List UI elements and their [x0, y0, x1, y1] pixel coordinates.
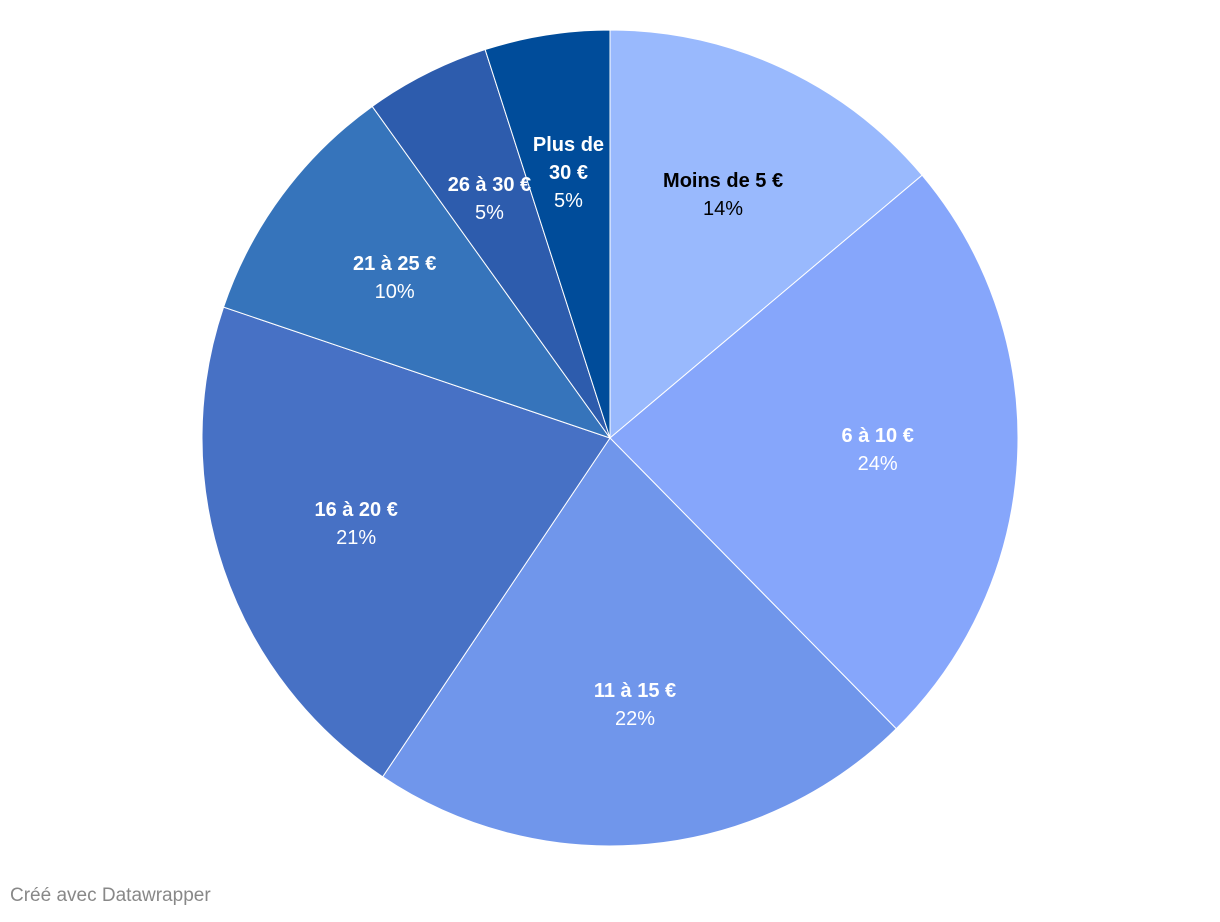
value-label: 10%	[374, 281, 415, 304]
slice-label: 21 à 25 € 10%	[353, 250, 436, 306]
value-label: 14%	[703, 198, 744, 220]
slice-label: 11 à 15 € 22%	[594, 677, 676, 733]
value-label: 5%	[554, 190, 583, 213]
pie-slice	[609, 174, 1019, 730]
pie-slice	[484, 29, 611, 439]
category-label: Moins de 5 €	[663, 170, 784, 192]
category-label: 11 à 15 €	[593, 679, 677, 702]
value-label: 5%	[474, 201, 504, 224]
category-label: 6 à 10 €	[841, 425, 914, 448]
category-label: 21 à 25 €	[352, 253, 437, 276]
footer: Créé avec Datawrapper	[10, 885, 211, 906]
slice-label: 26 à 30 € 5%	[448, 171, 531, 227]
slice-label: 6 à 10 € 24%	[842, 422, 914, 478]
value-label: 22%	[614, 707, 655, 730]
pie-slice	[201, 306, 611, 778]
value-label: 21%	[336, 526, 377, 549]
slice-label: Plus de 30 € 5%	[523, 131, 613, 215]
value-label: 24%	[857, 453, 898, 476]
slice-label: 16 à 20 € 21%	[314, 496, 397, 552]
pie-slice	[381, 437, 897, 847]
pie-slice	[609, 29, 923, 440]
slice-label: Moins de 5 € 14%	[663, 167, 783, 223]
category-label: 16 à 20 €	[314, 498, 398, 521]
category-label: Plus de 30 €	[532, 134, 605, 185]
category-label: 26 à 30 €	[447, 173, 532, 196]
pie-slice	[222, 105, 612, 439]
